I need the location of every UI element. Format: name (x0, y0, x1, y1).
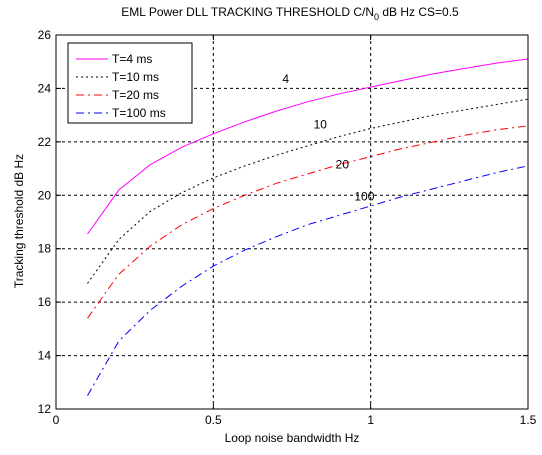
series-line-1 (87, 58, 529, 235)
legend: T=4 ms T=10 ms T=20 ms T=100 ms (67, 42, 193, 124)
x-tick-label: 1.5 (520, 413, 537, 427)
series-annotation-2: 10 (314, 118, 328, 132)
legend-label-4: T=100 ms (112, 106, 166, 120)
series-annotation-4: 100 (354, 190, 374, 204)
y-tick-label: 26 (38, 28, 52, 42)
series-annotation-1: 4 (282, 72, 289, 86)
series-line-2 (87, 98, 529, 284)
legend-box (67, 42, 193, 124)
y-axis-label: Tracking threshold dB Hz (12, 154, 26, 288)
x-tick-label: 0.5 (205, 413, 222, 427)
y-tick-label: 16 (38, 295, 52, 309)
plot-series (87, 58, 529, 396)
y-tick-label: 22 (38, 135, 52, 149)
y-tick-label: 12 (38, 402, 52, 416)
grid-lines (56, 35, 528, 409)
series-annotation-3: 20 (336, 158, 350, 172)
chart-title: EML Power DLL TRACKING THRESHOLD C/N0 dB… (121, 5, 459, 22)
legend-label-3: T=20 ms (112, 88, 159, 102)
series-line-4 (87, 165, 529, 396)
legend-label-2: T=10 ms (112, 70, 159, 84)
x-tick-label: 0 (53, 413, 60, 427)
y-tick-label: 18 (38, 242, 52, 256)
axis-ticks: 0 0.5 1 1.5 12 14 16 18 20 22 24 26 (38, 28, 537, 427)
x-tick-label: 1 (367, 413, 374, 427)
legend-label-1: T=4 ms (112, 52, 152, 66)
plot-frame (55, 34, 529, 410)
series-line-3 (87, 125, 529, 319)
x-axis-label: Loop noise bandwidth Hz (225, 431, 360, 445)
y-tick-label: 14 (38, 349, 52, 363)
curve-annotations: 4 10 20 100 (282, 72, 374, 204)
y-tick-label: 24 (38, 81, 52, 95)
y-tick-label: 20 (38, 188, 52, 202)
